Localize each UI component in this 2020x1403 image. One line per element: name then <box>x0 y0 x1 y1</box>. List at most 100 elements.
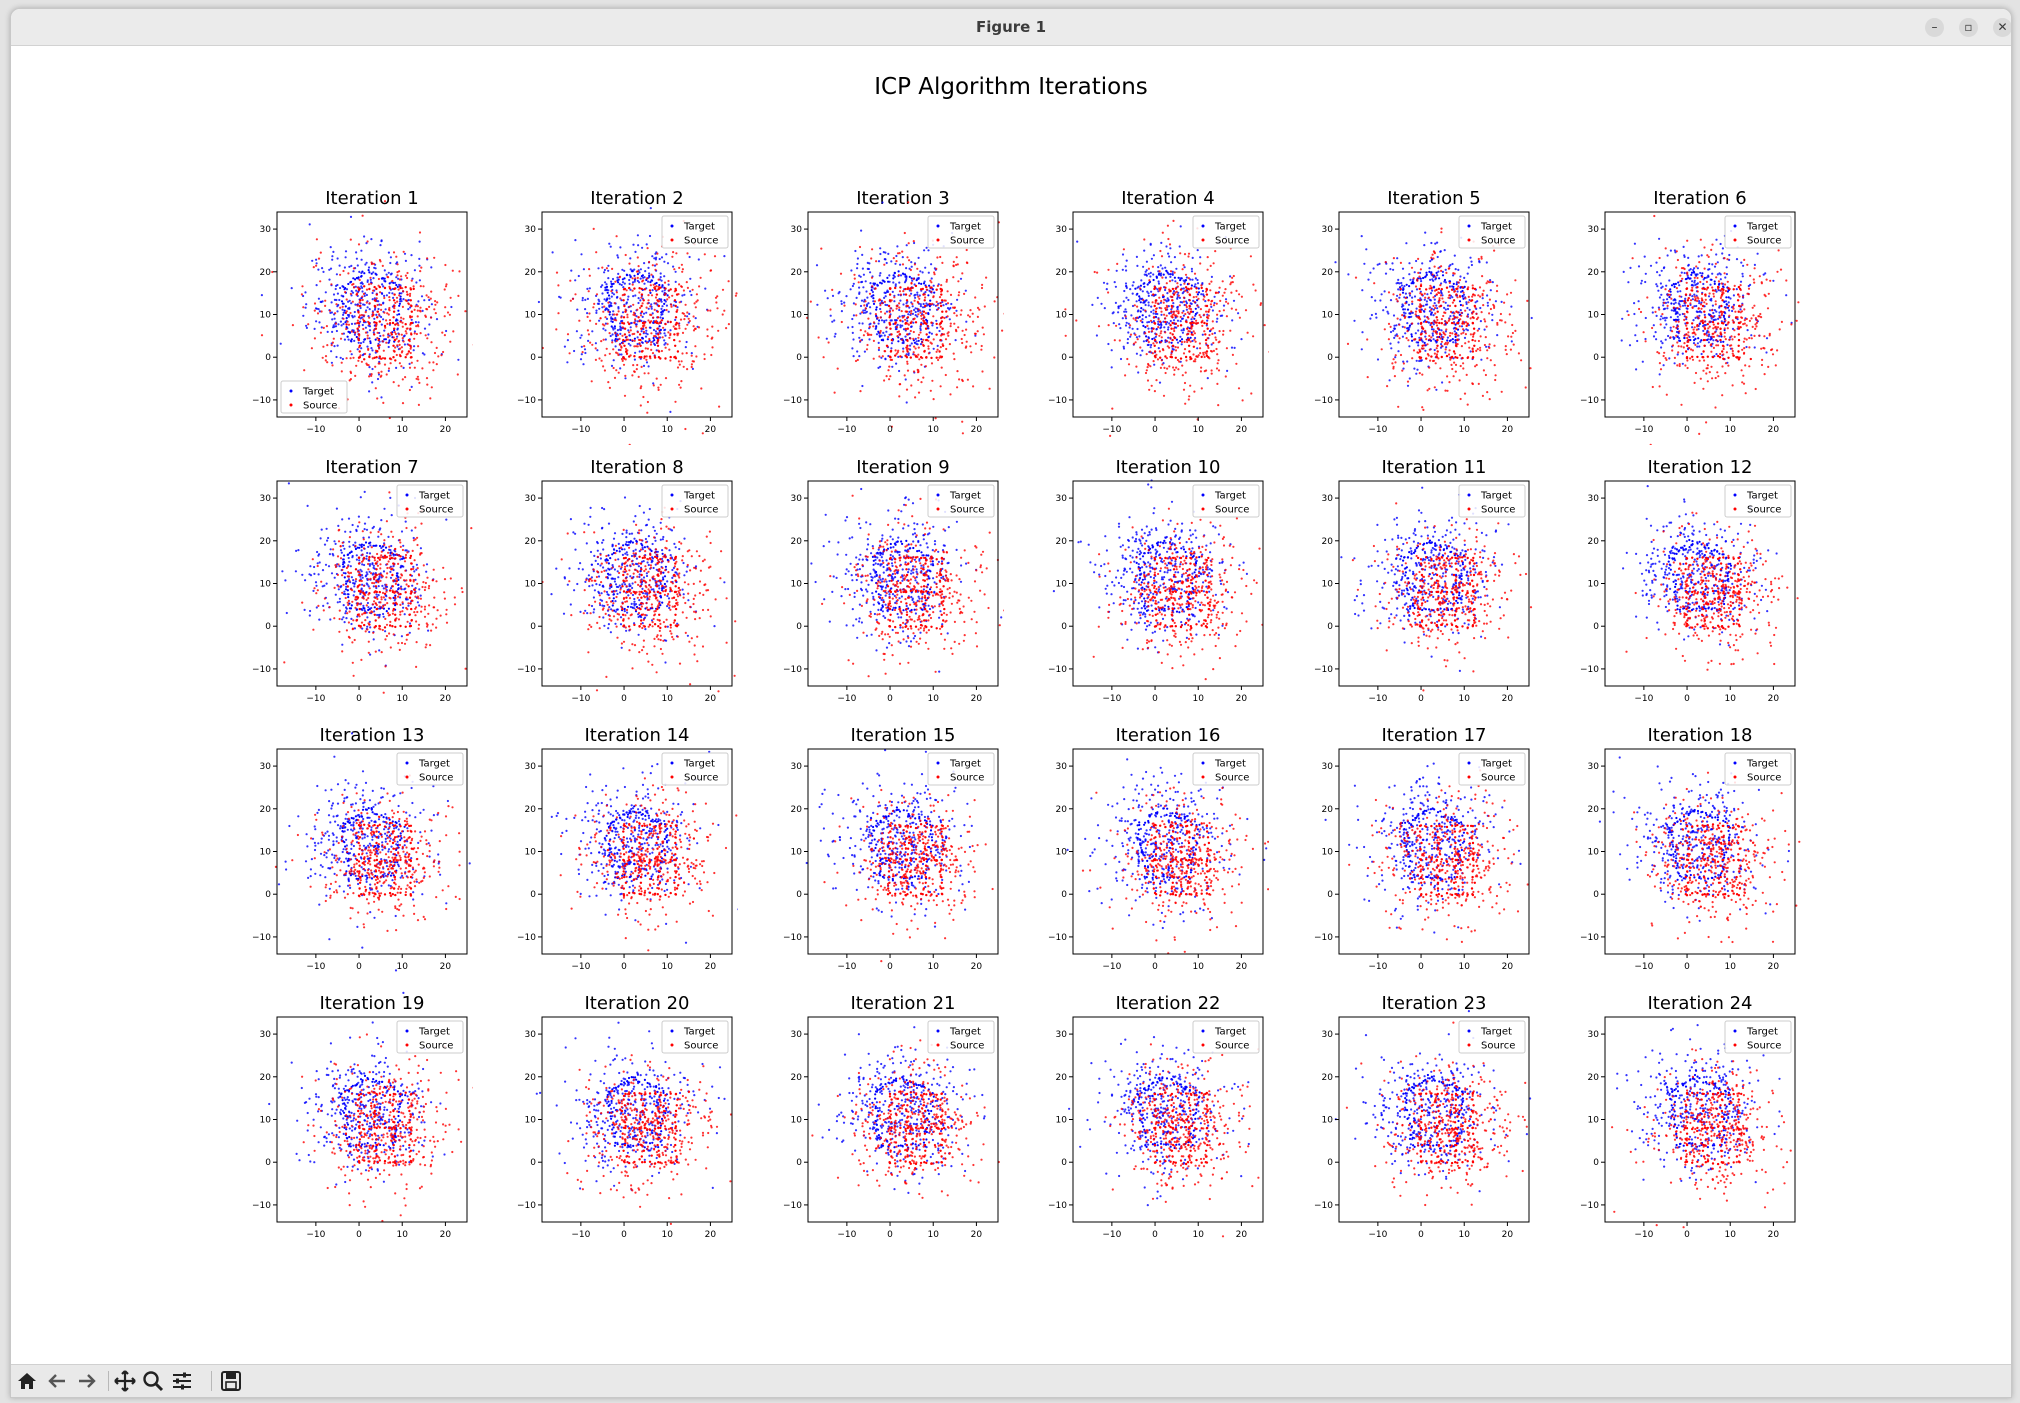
target-point <box>1194 312 1197 316</box>
source-point <box>1471 284 1474 287</box>
source-point <box>632 364 635 367</box>
source-point <box>1246 331 1249 334</box>
target-point <box>1360 348 1363 351</box>
target-point <box>898 315 901 318</box>
source-point <box>1439 284 1442 287</box>
source-point <box>952 276 955 279</box>
source-point <box>377 347 381 350</box>
source-point <box>1181 364 1184 367</box>
target-point <box>395 283 398 287</box>
source-point <box>935 350 938 353</box>
source-point <box>1445 321 1449 324</box>
source-point <box>452 330 455 333</box>
source-point <box>725 327 728 330</box>
target-point <box>852 355 855 358</box>
target-point <box>895 327 898 331</box>
source-point <box>1398 323 1401 326</box>
target-point <box>636 273 639 276</box>
source-point <box>648 337 651 341</box>
target-point <box>597 267 600 270</box>
target-point <box>315 258 318 261</box>
target-point <box>1661 317 1665 320</box>
minimize-button[interactable]: – <box>1925 18 1944 37</box>
source-point <box>1482 369 1485 372</box>
close-button[interactable]: ✕ <box>1993 18 2011 37</box>
source-point <box>1176 358 1179 362</box>
source-point <box>908 259 911 262</box>
target-point <box>350 280 353 283</box>
target-point <box>1406 322 1409 325</box>
source-point <box>1437 301 1440 304</box>
target-point <box>851 284 854 288</box>
target-point <box>1633 312 1636 316</box>
source-point <box>303 369 306 372</box>
target-point <box>690 293 693 297</box>
target-point <box>1692 319 1695 322</box>
target-point <box>612 310 615 313</box>
source-point <box>673 338 676 342</box>
source-point <box>1483 343 1486 347</box>
source-point <box>864 307 867 310</box>
source-point <box>418 381 421 384</box>
target-point <box>1169 247 1172 250</box>
source-point <box>890 425 893 428</box>
target-point <box>368 329 372 332</box>
target-point <box>925 246 928 249</box>
source-point <box>1412 349 1416 352</box>
target-point <box>302 314 305 317</box>
source-point <box>1494 378 1497 382</box>
target-point <box>927 294 930 297</box>
target-point <box>1432 328 1435 331</box>
source-point <box>930 281 933 284</box>
source-point <box>888 310 891 313</box>
target-point <box>355 276 358 280</box>
source-point <box>357 356 361 359</box>
target-point <box>1144 326 1147 329</box>
source-point <box>1161 276 1164 279</box>
source-point <box>1474 339 1477 342</box>
target-point <box>1172 302 1175 305</box>
target-point <box>1681 304 1685 307</box>
source-point <box>970 351 973 354</box>
target-point <box>597 298 600 301</box>
target-point <box>399 297 402 301</box>
target-point <box>368 366 371 369</box>
source-point <box>919 331 922 334</box>
source-point <box>1158 334 1161 337</box>
target-point <box>1369 271 1372 274</box>
source-point <box>555 328 558 331</box>
source-point <box>885 326 888 329</box>
source-point <box>1505 353 1508 356</box>
figure-canvas[interactable]: ICP Algorithm Iterations Iteration 1 −10 0… <box>11 46 2011 1366</box>
target-point <box>371 291 374 295</box>
source-point <box>1414 313 1417 316</box>
target-point <box>1424 303 1428 306</box>
source-point <box>571 297 575 300</box>
target-point <box>1663 316 1666 319</box>
source-point <box>1129 324 1132 327</box>
source-point <box>839 272 843 275</box>
source-point <box>324 359 327 362</box>
source-point <box>1209 289 1212 292</box>
source-point <box>1225 300 1228 303</box>
source-point <box>444 285 448 288</box>
source-point <box>1464 342 1467 345</box>
source-point <box>1214 250 1217 253</box>
source-point <box>588 268 591 271</box>
source-point <box>621 359 624 362</box>
target-point <box>1125 259 1128 262</box>
source-point <box>1428 287 1431 290</box>
target-point <box>655 281 658 285</box>
source-point <box>328 309 332 312</box>
source-point <box>1410 310 1413 313</box>
target-point <box>1444 268 1447 271</box>
target-point <box>862 311 865 314</box>
source-point <box>409 288 413 291</box>
target-point <box>1429 278 1432 281</box>
target-point <box>1635 324 1638 327</box>
source-point <box>1156 302 1159 305</box>
target-point <box>645 243 648 246</box>
maximize-button[interactable]: ▫ <box>1959 18 1978 37</box>
source-point <box>1147 364 1150 367</box>
target-point <box>1664 338 1667 341</box>
